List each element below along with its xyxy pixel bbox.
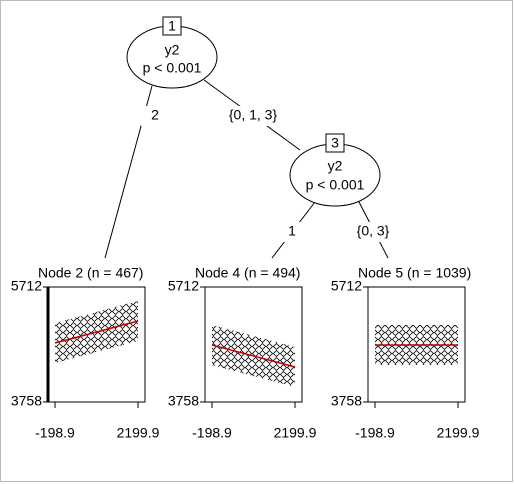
node-id-box xyxy=(325,133,345,153)
edge-label: 1 xyxy=(288,223,296,239)
x-tick-label: 2199.9 xyxy=(117,425,160,441)
edge-label-bg xyxy=(350,222,396,242)
edge-label: {0, 3} xyxy=(357,223,390,239)
node-variable: y2 xyxy=(328,158,343,174)
edge-label-bg xyxy=(222,106,284,126)
y-tick-label: 5712 xyxy=(11,278,42,294)
fit-line xyxy=(54,320,139,344)
node-id: 1 xyxy=(168,18,176,34)
x-tick-label: 2199.9 xyxy=(274,425,317,441)
edge-label-bg xyxy=(282,222,302,242)
y-tick-label: 5712 xyxy=(331,278,362,294)
panel-title: Node 2 (n = 467) xyxy=(38,265,143,281)
node-id: 3 xyxy=(331,135,339,151)
y-tick-label: 3758 xyxy=(11,393,42,409)
x-tick-label: 2199.9 xyxy=(437,425,480,441)
y-tick-label: 3758 xyxy=(331,393,362,409)
edge-label: 2 xyxy=(151,107,159,123)
panel-title: Node 4 (n = 494) xyxy=(195,265,300,281)
edge-label: {0, 1, 3} xyxy=(229,107,278,123)
node-id-box xyxy=(162,16,182,36)
node-p-value: p < 0.001 xyxy=(143,60,202,76)
node-ellipse xyxy=(289,143,381,207)
edge-label-bg xyxy=(141,106,169,126)
y-tick-label: 5712 xyxy=(168,278,199,294)
node-variable: y2 xyxy=(165,42,180,58)
node-p-value: p < 0.001 xyxy=(306,177,365,193)
panel-title: Node 5 (n = 1039) xyxy=(358,265,471,281)
x-tick-label: -198.9 xyxy=(192,425,232,441)
fit-line xyxy=(211,344,296,368)
x-tick-label: -198.9 xyxy=(355,425,395,441)
y-tick-label: 3758 xyxy=(168,393,199,409)
x-tick-label: -198.9 xyxy=(35,425,75,441)
